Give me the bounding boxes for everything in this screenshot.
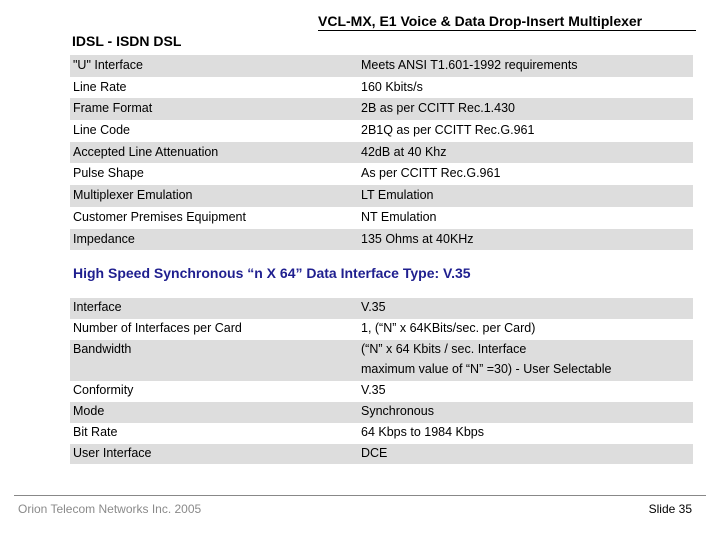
spec-value: 64 Kbps to 1984 Kbps	[361, 424, 485, 439]
footer-divider	[14, 495, 706, 496]
spec-value: DCE	[361, 445, 388, 460]
spec-label: Impedance	[73, 231, 135, 246]
table-row: Bit Rate 64 Kbps to 1984 Kbps	[70, 423, 693, 444]
table-row: Conformity V.35	[70, 381, 693, 402]
spec-label: Line Rate	[73, 79, 127, 94]
table-row: Number of Interfaces per Card 1, (“N” x …	[70, 319, 693, 340]
table-row: Bandwidth (“N” x 64 Kbits / sec. Interfa…	[70, 339, 693, 361]
spec-value: (“N” x 64 Kbits / sec. Interface	[361, 341, 527, 356]
table-row: Accepted Line Attenuation 42dB at 40 Khz	[70, 141, 693, 164]
v35-section-title: High Speed Synchronous “n X 64” Data Int…	[73, 265, 471, 281]
spec-label: Number of Interfaces per Card	[73, 320, 242, 335]
spec-label: Customer Premises Equipment	[73, 209, 246, 224]
table-row: Customer Premises Equipment NT Emulation	[70, 207, 693, 229]
spec-value: 135 Ohms at 40KHz	[361, 231, 474, 246]
spec-label: Interface	[73, 300, 122, 314]
slide-number: Slide 35	[648, 502, 692, 516]
spec-value: LT Emulation	[361, 188, 434, 203]
table-row: maximum value of “N” =30) - User Selecta…	[70, 360, 693, 382]
table-row: Pulse Shape As per CCITT Rec.G.961	[70, 163, 693, 185]
spec-label: Pulse Shape	[73, 166, 144, 181]
table-row: Line Rate 160 Kbits/s	[70, 77, 693, 99]
spec-value: Synchronous	[361, 403, 434, 418]
spec-value: 42dB at 40 Khz	[361, 144, 447, 159]
spec-value: 2B as per CCITT Rec.1.430	[361, 101, 516, 116]
spec-label: User Interface	[73, 445, 152, 460]
spec-label: Bandwidth	[73, 341, 132, 356]
spec-label: Mode	[73, 403, 105, 418]
v35-spec-table: Interface V.35 Number of Interfaces per …	[70, 298, 693, 465]
table-row: User Interface DCE	[70, 443, 693, 465]
spec-label: "U" Interface	[73, 58, 144, 72]
spec-label: Line Code	[73, 123, 130, 138]
spec-value: NT Emulation	[361, 209, 437, 224]
spec-label: Bit Rate	[73, 424, 118, 439]
spec-value: As per CCITT Rec.G.961	[361, 166, 501, 181]
table-row: Line Code 2B1Q as per CCITT Rec.G.961	[70, 120, 693, 142]
section-subtitle: IDSL - ISDN DSL	[72, 33, 182, 49]
table-row: Mode Synchronous	[70, 401, 693, 423]
table-row: Impedance 135 Ohms at 40KHz	[70, 228, 693, 251]
spec-label: Multiplexer Emulation	[73, 188, 193, 203]
spec-value: Meets ANSI T1.601-1992 requirements	[361, 58, 578, 72]
spec-value: maximum value of “N” =30) - User Selecta…	[361, 362, 612, 377]
table-row: Frame Format 2B as per CCITT Rec.1.430	[70, 98, 693, 121]
spec-value: 1, (“N” x 64KBits/sec. per Card)	[361, 320, 536, 335]
table-row: Multiplexer Emulation LT Emulation	[70, 185, 693, 207]
slide-title: VCL-MX, E1 Voice & Data Drop-Insert Mult…	[318, 13, 696, 31]
footer-company: Orion Telecom Networks Inc. 2005	[18, 502, 202, 516]
spec-value: 160 Kbits/s	[361, 79, 423, 94]
spec-value: V.35	[361, 383, 386, 398]
table-row: "U" Interface Meets ANSI T1.601-1992 req…	[70, 55, 693, 77]
spec-label: Accepted Line Attenuation	[73, 144, 219, 159]
spec-label: Frame Format	[73, 101, 153, 116]
idsl-spec-table: "U" Interface Meets ANSI T1.601-1992 req…	[70, 55, 693, 251]
table-row: Interface V.35	[70, 298, 693, 319]
spec-value: V.35	[361, 300, 386, 314]
spec-value: 2B1Q as per CCITT Rec.G.961	[361, 123, 535, 138]
spec-label: Conformity	[73, 383, 134, 398]
